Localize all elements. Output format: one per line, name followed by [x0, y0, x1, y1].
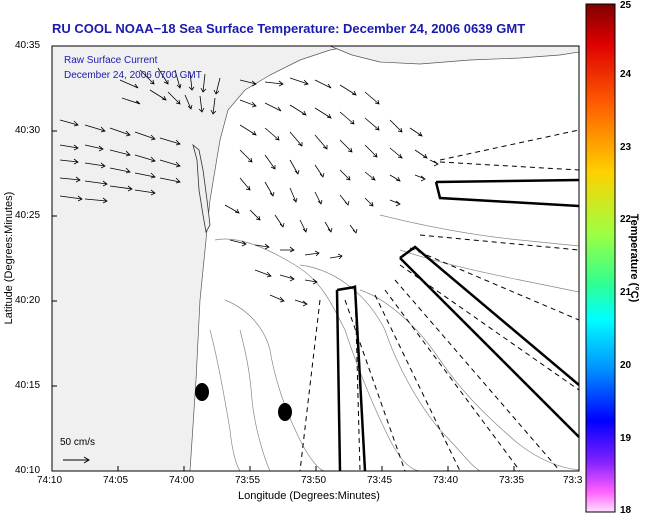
x-tick-label: 73:40 [433, 475, 459, 486]
map-title: RU COOL NOAA−18 Sea Surface Temperature:… [52, 21, 526, 36]
colorbar-tick-label: 19 [620, 433, 632, 444]
y-tick-label: 40:20 [15, 295, 41, 306]
temperature-colorbar [585, 3, 616, 513]
colorbar-tick-label: 22 [620, 214, 632, 225]
scale-arrow [63, 456, 90, 464]
sandy-hook [192, 143, 211, 234]
y-tick-label: 40:25 [15, 210, 41, 221]
y-tick-label: 40:15 [15, 380, 41, 391]
x-axis-label: Longitude (Degrees:Minutes) [238, 490, 380, 502]
legend-line-1: Raw Surface Current [64, 55, 158, 66]
x-tick-label: 73:55 [235, 475, 261, 486]
y-tick-label: 40:30 [15, 125, 41, 136]
x-tick-label: 73:50 [301, 475, 327, 486]
scale-label: 50 cm/s [60, 437, 96, 448]
shipping-lanes [335, 178, 580, 472]
x-tick-label: 74:00 [169, 475, 195, 486]
colorbar-tick-label: 18 [620, 505, 632, 516]
x-tick-label: 73:3 [563, 475, 583, 486]
x-tick-label: 73:45 [367, 475, 393, 486]
bathymetry-contours [209, 214, 580, 472]
buoy-marker-1 [195, 383, 209, 401]
axis-ticks [51, 45, 515, 472]
colorbar-tick-label: 21 [620, 287, 632, 298]
x-tick-label: 74:10 [37, 475, 63, 486]
current-vectors [59, 67, 439, 307]
y-tick-label: 40:35 [15, 40, 41, 51]
colorbar-tick-label: 25 [620, 0, 632, 11]
legend-line-2: December 24, 2006 0700 GMT [64, 70, 202, 81]
colorbar-tick-label: 20 [620, 360, 632, 371]
x-tick-label: 74:05 [103, 475, 129, 486]
buoy-marker-2 [278, 403, 292, 421]
colorbar-tick-label: 24 [620, 69, 632, 80]
y-axis-label: Latitude (Degrees:Minutes) [3, 191, 15, 325]
y-tick-label: 40:10 [15, 465, 41, 476]
x-tick-label: 73:35 [499, 475, 525, 486]
colorbar-tick-label: 23 [620, 142, 632, 153]
